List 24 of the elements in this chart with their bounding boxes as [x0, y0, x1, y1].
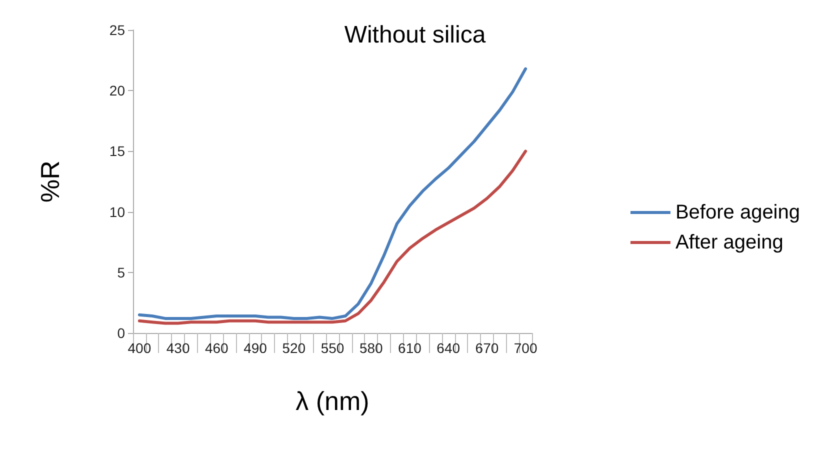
y-tick-label: 10 [109, 204, 126, 220]
x-tick-label: 520 [282, 340, 306, 356]
chart-title: Without silica [344, 22, 486, 48]
x-axis-title: λ (nm) [296, 386, 370, 416]
y-tick-label: 15 [109, 143, 126, 160]
x-tick-label: 700 [514, 340, 538, 356]
x-tick-label: 670 [475, 340, 499, 356]
y-tick-label: 0 [117, 325, 126, 341]
y-tick-label: 20 [109, 82, 126, 99]
x-tick-label: 550 [320, 340, 344, 356]
y-axis-title: %R [35, 160, 65, 202]
y-tick-label: 5 [117, 264, 126, 280]
legend-label: Before ageing [675, 202, 800, 224]
x-tick-label: 580 [359, 340, 384, 356]
x-tick-label: 430 [166, 340, 190, 356]
line-series [138, 150, 528, 325]
legend-label: After ageing [675, 232, 784, 254]
x-tick-label: 640 [436, 340, 460, 356]
y-tick-label: 25 [109, 22, 126, 38]
x-tick-label: 400 [128, 340, 152, 356]
x-tick-label: 610 [398, 340, 422, 356]
line-series [138, 67, 528, 320]
x-tick-label: 460 [204, 340, 229, 356]
x-tick-label: 490 [244, 340, 268, 356]
